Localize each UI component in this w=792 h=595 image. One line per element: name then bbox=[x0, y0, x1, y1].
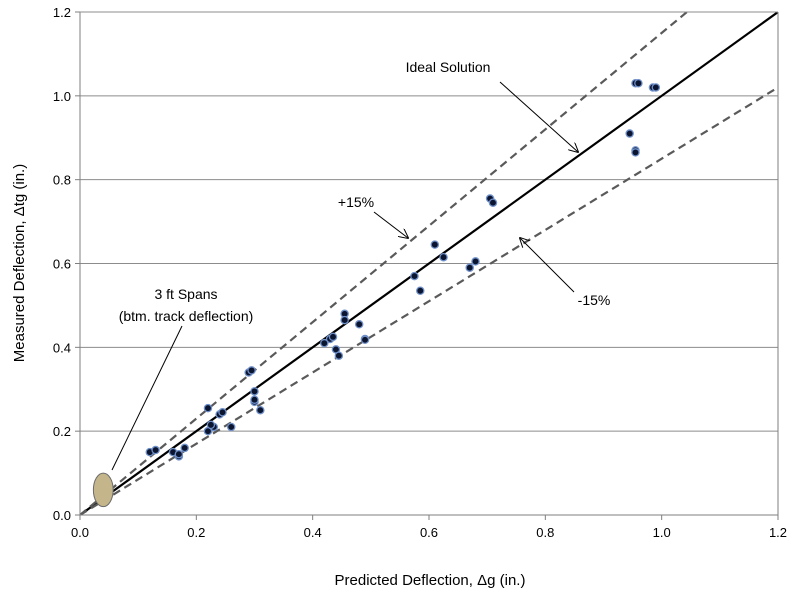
data-points bbox=[92, 79, 661, 508]
tick-labels: 0.0 0.2 0.4 0.6 0.8 1.0 1.2 0.0 0.2 0.4 0.6 0.8 1.0 1… bbox=[53, 5, 787, 540]
arrow-plus-15 bbox=[373, 211, 408, 238]
y-axis-title: Measured Deflection, Δtg (in.) bbox=[11, 164, 28, 362]
y-tick-label-4: 0.8 bbox=[53, 173, 71, 188]
data-point-32 bbox=[439, 252, 448, 262]
annotation-plus-15: +15% bbox=[338, 194, 374, 210]
reference-line-0 bbox=[80, 12, 778, 515]
data-point-34 bbox=[471, 257, 480, 266]
annotation-ideal-solution: Ideal Solution bbox=[406, 59, 491, 75]
data-point-41 bbox=[634, 79, 643, 88]
data-point-19 bbox=[320, 338, 329, 348]
axes bbox=[75, 11, 779, 520]
y-tick-label-6: 1.2 bbox=[53, 5, 71, 20]
data-point-5 bbox=[180, 443, 189, 453]
data-point-11 bbox=[218, 408, 227, 417]
y-tick-label-3: 0.6 bbox=[53, 257, 71, 272]
y-tick-label-0: 0.0 bbox=[53, 508, 71, 523]
data-point-12 bbox=[226, 422, 236, 432]
data-point-43 bbox=[651, 83, 661, 92]
x-tick-label-0: 0.0 bbox=[71, 525, 89, 540]
data-point-15 bbox=[250, 387, 259, 396]
data-point-1 bbox=[151, 445, 160, 455]
annotation-3ft-spans: 3 ft Spans bbox=[154, 286, 217, 302]
data-point-33 bbox=[465, 263, 474, 272]
x-tick-label-3: 0.6 bbox=[420, 525, 438, 540]
data-point-30 bbox=[416, 286, 425, 295]
x-tick-label-5: 1.0 bbox=[653, 525, 671, 540]
reference-lines bbox=[80, 12, 778, 515]
data-point-4 bbox=[174, 449, 184, 459]
data-point-6 bbox=[203, 403, 213, 413]
x-tick-label-4: 0.8 bbox=[536, 525, 554, 540]
x-axis-title: Predicted Deflection, Δg (in.) bbox=[335, 572, 526, 589]
arrow-ideal-solution bbox=[499, 81, 578, 152]
data-point-37 bbox=[625, 129, 634, 138]
x-tick-label-6: 1.2 bbox=[769, 525, 787, 540]
x-tick-label-2: 0.4 bbox=[304, 525, 322, 540]
data-point-17 bbox=[250, 395, 259, 404]
y-tick-label-1: 0.2 bbox=[53, 424, 71, 439]
cluster-ellipse-3ft-spans bbox=[92, 472, 114, 508]
leader-3ft-spans bbox=[111, 325, 183, 471]
data-point-21 bbox=[328, 332, 338, 342]
data-point-25 bbox=[340, 315, 349, 325]
y-tick-label-5: 1.0 bbox=[53, 89, 71, 104]
data-point-26 bbox=[354, 320, 364, 329]
x-tick-label-1: 0.2 bbox=[187, 525, 205, 540]
data-point-23 bbox=[334, 351, 344, 360]
annotation-minus-15: -15% bbox=[578, 292, 611, 308]
data-point-36 bbox=[488, 198, 498, 207]
data-point-28 bbox=[360, 335, 370, 345]
data-point-9 bbox=[206, 420, 216, 430]
data-point-31 bbox=[430, 240, 440, 249]
data-point-18 bbox=[256, 405, 265, 415]
annotation-btm-track: (btm. track deflection) bbox=[119, 308, 254, 324]
y-tick-label-2: 0.4 bbox=[53, 340, 71, 355]
annotation-arrows bbox=[111, 81, 578, 471]
data-point-14 bbox=[247, 366, 256, 375]
reference-line-1 bbox=[80, 12, 689, 515]
data-point-39 bbox=[631, 148, 640, 157]
reference-line-2 bbox=[80, 86, 778, 515]
arrow-minus-15 bbox=[520, 238, 575, 293]
data-point-29 bbox=[410, 271, 419, 281]
